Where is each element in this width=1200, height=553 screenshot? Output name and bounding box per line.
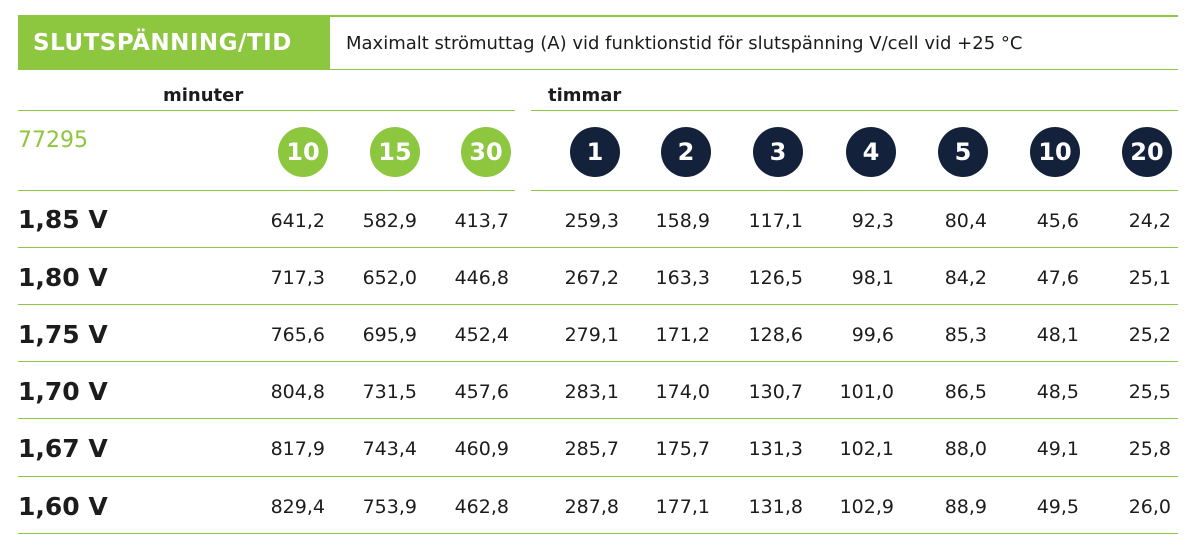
header-bottom-rule: [18, 69, 1178, 70]
table-cell: 695,9: [362, 324, 417, 346]
table-cell: 829,4: [270, 496, 325, 518]
voltage-label: 1,85 V: [18, 205, 108, 234]
voltage-label: 1,80 V: [18, 263, 108, 292]
table-cell: 446,8: [454, 267, 509, 289]
row-divider: [18, 361, 1178, 362]
table-cell: 85,3: [944, 324, 987, 346]
table-cell: 117,1: [748, 210, 803, 232]
voltage-label: 1,60 V: [18, 492, 108, 521]
column-badge-minutes-10: 10: [278, 127, 328, 177]
table-cell: 817,9: [270, 438, 325, 460]
table-cell: 48,1: [1036, 324, 1079, 346]
table-cell: 48,5: [1036, 381, 1079, 403]
voltage-label: 1,75 V: [18, 320, 108, 349]
minutes-group-rule: [18, 110, 515, 111]
column-badge-hours-3: 3: [753, 127, 803, 177]
column-badge-minutes-15: 15: [370, 127, 420, 177]
table-cell: 126,5: [748, 267, 803, 289]
minutes-group-label: minuter: [163, 85, 244, 106]
row-divider: [18, 418, 1178, 419]
table-cell: 102,9: [839, 496, 894, 518]
table-cell: 25,2: [1128, 324, 1171, 346]
table-cell: 652,0: [362, 267, 417, 289]
row-divider: [18, 304, 1178, 305]
table-cell: 283,1: [564, 381, 619, 403]
table-cell: 130,7: [748, 381, 803, 403]
table-cell: 413,7: [454, 210, 509, 232]
table-cell: 259,3: [564, 210, 619, 232]
column-badge-minutes-30: 30: [461, 127, 511, 177]
table-cell: 49,1: [1036, 438, 1079, 460]
table-cell: 158,9: [655, 210, 710, 232]
voltage-label: 1,70 V: [18, 377, 108, 406]
table-cell: 641,2: [270, 210, 325, 232]
table-cell: 279,1: [564, 324, 619, 346]
table-cell: 102,1: [839, 438, 894, 460]
table-cell: 80,4: [944, 210, 987, 232]
row-divider: [18, 190, 515, 191]
table-cell: 45,6: [1036, 210, 1079, 232]
table-cell: 86,5: [944, 381, 987, 403]
table-cell: 175,7: [655, 438, 710, 460]
table-cell: 25,5: [1128, 381, 1171, 403]
table-cell: 131,8: [748, 496, 803, 518]
table-cell: 163,3: [655, 267, 710, 289]
table-cell: 88,9: [944, 496, 987, 518]
column-badge-hours-4: 4: [846, 127, 896, 177]
row-divider: [531, 190, 1178, 191]
table-cell: 753,9: [362, 496, 417, 518]
table-cell: 25,1: [1128, 267, 1171, 289]
voltage-label: 1,67 V: [18, 434, 108, 463]
table-cell: 171,2: [655, 324, 710, 346]
table-cell: 460,9: [454, 438, 509, 460]
table-cell: 101,0: [839, 381, 894, 403]
table-cell: 99,6: [851, 324, 894, 346]
column-badge-hours-5: 5: [938, 127, 988, 177]
page-title: SLUTSPÄNNING/TID: [18, 17, 330, 69]
table-cell: 88,0: [944, 438, 987, 460]
column-badge-hours-20: 20: [1122, 127, 1172, 177]
table-cell: 26,0: [1128, 496, 1171, 518]
table-cell: 452,4: [454, 324, 509, 346]
header-top-rule: [18, 15, 1178, 17]
column-badge-hours-2: 2: [661, 127, 711, 177]
table-subtitle: Maximalt strömuttag (A) vid funktionstid…: [346, 32, 1023, 54]
table-cell: 84,2: [944, 267, 987, 289]
column-badge-hours-10: 10: [1030, 127, 1080, 177]
table-cell: 92,3: [851, 210, 894, 232]
table-cell: 98,1: [851, 267, 894, 289]
table-cell: 49,5: [1036, 496, 1079, 518]
table-cell: 457,6: [454, 381, 509, 403]
column-badge-hours-1: 1: [570, 127, 620, 177]
table-cell: 267,2: [564, 267, 619, 289]
row-divider: [18, 476, 1178, 477]
hours-group-label: timmar: [548, 85, 622, 106]
table-cell: 24,2: [1128, 210, 1171, 232]
model-number: 77295: [18, 128, 88, 153]
table-cell: 743,4: [362, 438, 417, 460]
table-cell: 177,1: [655, 496, 710, 518]
table-cell: 804,8: [270, 381, 325, 403]
table-cell: 174,0: [655, 381, 710, 403]
row-divider: [18, 533, 1178, 534]
table-cell: 717,3: [270, 267, 325, 289]
row-divider: [18, 247, 1178, 248]
hours-group-rule: [531, 110, 1178, 111]
table-cell: 131,3: [748, 438, 803, 460]
table-cell: 462,8: [454, 496, 509, 518]
table-cell: 25,8: [1128, 438, 1171, 460]
table-cell: 731,5: [362, 381, 417, 403]
table-cell: 582,9: [362, 210, 417, 232]
table-cell: 128,6: [748, 324, 803, 346]
table-cell: 765,6: [270, 324, 325, 346]
table-cell: 47,6: [1036, 267, 1079, 289]
table-cell: 285,7: [564, 438, 619, 460]
table-cell: 287,8: [564, 496, 619, 518]
